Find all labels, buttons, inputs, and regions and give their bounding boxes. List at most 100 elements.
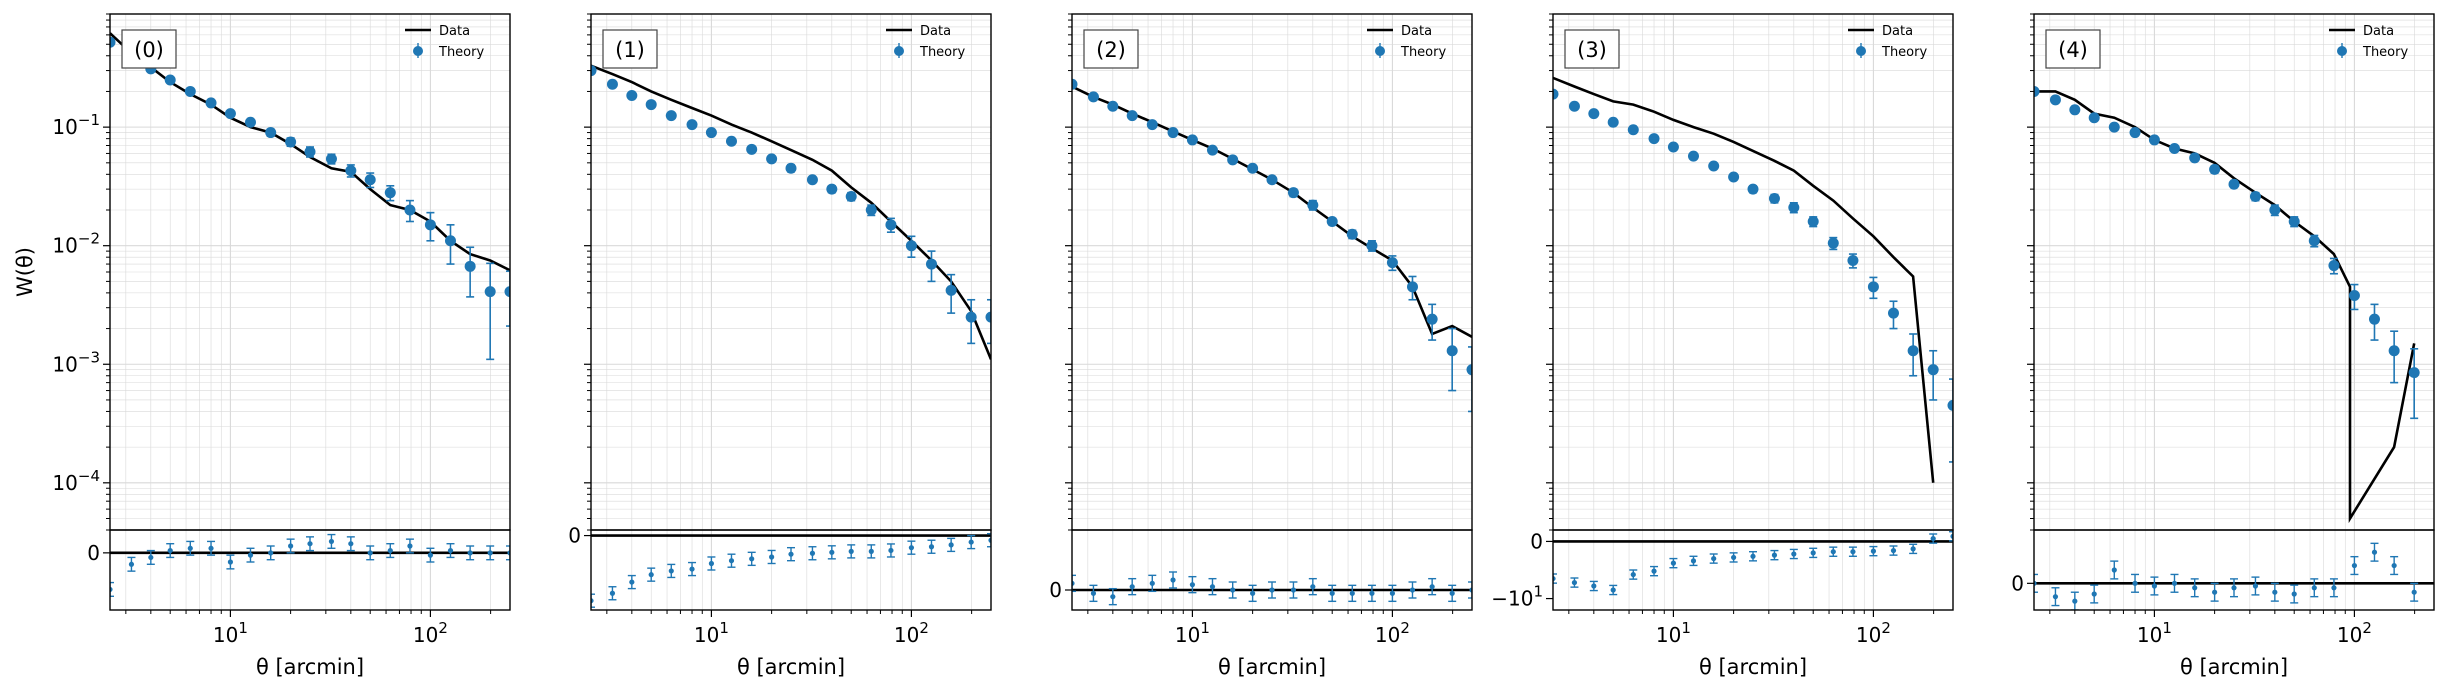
x-tick-label: 102 [894, 619, 929, 647]
theory-point [424, 219, 436, 231]
main-plot-area [1553, 76, 1953, 483]
theory-point [686, 119, 698, 131]
main-plot-area [110, 32, 510, 361]
theory-point [965, 311, 977, 323]
residual-point [2231, 585, 2237, 591]
residual-point [1269, 587, 1275, 593]
theory-point [885, 219, 897, 231]
theory-point [845, 190, 857, 202]
theory-point [725, 135, 737, 147]
theory-point [404, 204, 416, 216]
residual-point [1170, 577, 1176, 583]
residual-point [1429, 584, 1435, 590]
residual-point [2391, 562, 2397, 569]
residual-point [2132, 580, 2138, 586]
residual-point [829, 549, 835, 555]
theory-point [1807, 215, 1819, 227]
theory-point [2249, 190, 2261, 202]
theory-point [1607, 116, 1619, 128]
residual-point [769, 554, 775, 560]
x-tick-label: 101 [1656, 619, 1691, 647]
residual-y-tick-label: 0 [568, 524, 581, 548]
legend-label: Theory [2362, 45, 2408, 60]
theory-point [184, 85, 196, 97]
residual-point [1830, 549, 1836, 555]
residual-point [1670, 560, 1677, 566]
residual-point [128, 561, 135, 567]
x-axis-label: θ [arcmin] [1218, 655, 1326, 679]
grid-lines [110, 13, 510, 610]
panel-label-box [121, 29, 177, 69]
residual-point [427, 552, 434, 558]
grid-lines [1072, 13, 1472, 610]
x-tick-label: 102 [413, 619, 448, 647]
theory-point [2189, 152, 2201, 164]
x-tick-label: 101 [694, 619, 729, 647]
residual-point [268, 550, 274, 556]
x-axis-label: θ [arcmin] [737, 655, 845, 679]
residual-point [2351, 562, 2358, 569]
theory-point [2288, 215, 2300, 227]
theory-point [1206, 144, 1218, 156]
residual-point [187, 545, 193, 551]
residual-point [668, 568, 674, 574]
theory-point [606, 78, 618, 90]
theory-point [626, 89, 638, 101]
theory-point [1146, 119, 1158, 131]
residual-point [908, 545, 915, 551]
theory-point [1426, 313, 1438, 325]
residual-axes-frame [590, 529, 992, 611]
theory-point [1627, 124, 1639, 136]
grid-lines [1553, 13, 1953, 610]
grid-lines [2034, 13, 2434, 610]
residual-point [208, 545, 214, 551]
legend-theory-swatch [413, 46, 423, 56]
panel-label-box [1083, 29, 1139, 69]
theory-point [1072, 78, 1078, 90]
residual-point [167, 547, 173, 554]
theory-point [705, 127, 717, 139]
residual-point [2111, 567, 2117, 573]
residual-plot-area [110, 533, 510, 597]
residual-plot-area [591, 533, 991, 608]
theory-point [384, 187, 396, 199]
main-plot-area [1072, 78, 1472, 413]
theory-point [444, 235, 456, 247]
residual-point [1591, 583, 1597, 589]
residual-point [1329, 590, 1335, 596]
x-tick-label: 102 [1375, 619, 1410, 647]
theory-point [1588, 108, 1600, 120]
residual-point [1630, 571, 1636, 578]
theory-point [645, 99, 657, 111]
residual-plot-area [1553, 531, 1953, 596]
theory-point [1788, 201, 1800, 213]
residual-point [2091, 591, 2097, 597]
residual-point [888, 547, 894, 554]
legend-label: Theory [438, 45, 484, 60]
theory-point [1466, 364, 1472, 376]
residual-point [227, 559, 234, 565]
y-tick-label: 10−2 [52, 230, 100, 258]
y-axis-label: W(θ) [13, 247, 37, 297]
residual-point [1389, 590, 1396, 596]
theory-point [806, 174, 818, 186]
theory-point [785, 162, 797, 174]
theory-point [1887, 307, 1899, 319]
theory-point [2348, 290, 2360, 302]
legend-theory-swatch [1375, 46, 1385, 56]
theory-point [2368, 313, 2380, 325]
theory-point [364, 174, 376, 186]
theory-point [1768, 193, 1780, 205]
legend-label: Theory [919, 45, 965, 60]
y-tick-label: 10−1 [52, 111, 100, 139]
residual-axes-frame [109, 529, 511, 611]
theory-point [304, 146, 316, 158]
residual-axes-frame [1552, 529, 1954, 611]
theory-point [2408, 367, 2420, 379]
theory-point [265, 127, 277, 139]
residual-point [2192, 585, 2198, 591]
data-series-line [2034, 90, 2416, 524]
residual-point [1250, 590, 1256, 596]
residual-point [247, 552, 254, 558]
theory-point [1266, 174, 1278, 186]
